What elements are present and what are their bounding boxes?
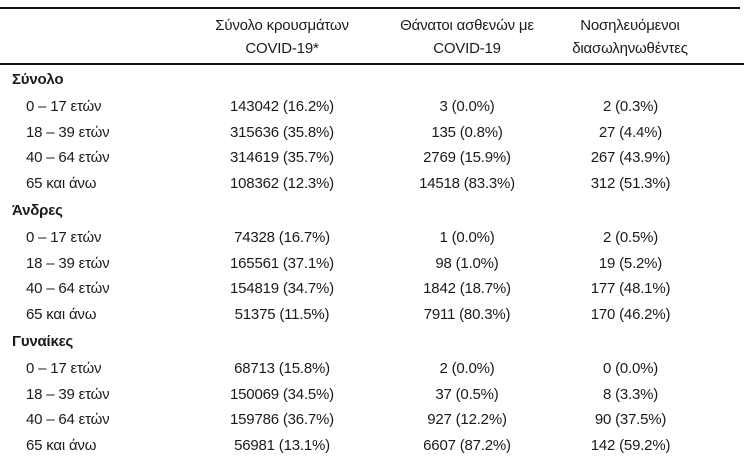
header-row: Σύνολο κρουσμάτων COVID-19* Θάνατοι ασθε… [0, 9, 744, 64]
cases-value: 159786 (36.7%) [230, 411, 334, 428]
age-label: 65 και άνω [26, 174, 97, 192]
intubated-value: 8 (3.3%) [602, 385, 659, 403]
deaths-value: 2769 (15.9%) [423, 149, 511, 166]
intubated-value: 267 (43.9%) [590, 149, 671, 166]
cases-value: 150069 (34.5%) [230, 385, 334, 403]
age-label: 65 και άνω [26, 305, 97, 323]
column-header-intubated: Νοσηλευόμενοι διασωληνωθέντες [538, 9, 744, 64]
age-label: 40 – 64 ετών [26, 149, 110, 166]
deaths-value: 7911 (80.3%) [423, 305, 511, 323]
column-header-intubated-line2: διασωληνωθέντες [572, 40, 688, 57]
age-label: 0 – 17 ετών [26, 229, 102, 246]
table-header: Σύνολο κρουσμάτων COVID-19* Θάνατοι ασθε… [0, 9, 744, 64]
table-row: 40 – 64 ετών 159786 (36.7%) 927 (12.2%) 90 … [0, 407, 744, 433]
deaths-value: 1842 (18.7%) [423, 280, 511, 297]
cases-value: 315636 (35.8%) [230, 123, 334, 141]
deaths-value: 1 (0.0%) [439, 229, 495, 246]
intubated-value: 27 (4.4%) [598, 123, 663, 141]
age-label: 18 – 39 ετών [26, 254, 110, 272]
age-label: 65 και άνω [26, 436, 97, 454]
cases-value: 56981 (13.1%) [234, 436, 330, 454]
table-row: 40 – 64 ετών 314619 (35.7%) 2769 (15.9%) 26… [0, 145, 744, 171]
table-row: 0 – 17 ετών 74328 (16.7%) 1 (0.0%) 2 (0.5%) [0, 225, 744, 251]
intubated-value: 0 (0.0%) [602, 360, 659, 377]
column-header-deaths-line2: COVID-19 [433, 40, 501, 57]
column-header-deaths-line1: Θάνατοι ασθενών με [400, 17, 534, 34]
table-body: Σύνολο 0 – 17 ετών 143042 (16.2%) 3 (0.0%) 2… [0, 64, 744, 457]
age-label: 40 – 64 ετών [26, 280, 110, 297]
deaths-value: 37 (0.5%) [435, 385, 499, 403]
deaths-value: 3 (0.0%) [439, 98, 495, 115]
header-empty-cell [0, 9, 168, 64]
table-row: 65 και άνω 108362 (12.3%) 14518 (83.3%) 312… [0, 171, 744, 197]
age-label: 18 – 39 ετών [26, 123, 110, 141]
intubated-value: 19 (5.2%) [598, 254, 663, 272]
intubated-value: 170 (46.2%) [590, 305, 671, 323]
top-rule [0, 7, 740, 9]
age-label: 0 – 17 ετών [26, 98, 102, 115]
cases-value: 154819 (34.7%) [230, 280, 334, 297]
group-label: Γυναίκες [12, 333, 74, 350]
age-label: 40 – 64 ετών [26, 411, 110, 428]
intubated-value: 177 (48.1%) [590, 280, 671, 297]
table-group-row: Άνδρες [0, 196, 744, 225]
table-row: 18 – 39 ετών 165561 (37.1%) 98 (1.0%) 19 (5… [0, 251, 744, 277]
intubated-value: 2 (0.5%) [602, 229, 659, 246]
deaths-value: 98 (1.0%) [435, 254, 499, 272]
deaths-value: 927 (12.2%) [427, 411, 507, 428]
intubated-value: 142 (59.2%) [590, 436, 671, 454]
table-row: 40 – 64 ετών 154819 (34.7%) 1842 (18.7%) 17… [0, 276, 744, 302]
group-label: Άνδρες [12, 202, 63, 219]
column-header-cases-line2: COVID-19* [245, 40, 319, 57]
column-header-cases-line1: Σύνολο κρουσμάτων [215, 17, 349, 34]
cases-value: 108362 (12.3%) [230, 174, 334, 192]
cases-value: 314619 (35.7%) [230, 149, 334, 166]
intubated-value: 312 (51.3%) [590, 174, 671, 192]
deaths-value: 135 (0.8%) [431, 123, 503, 141]
age-label: 18 – 39 ετών [26, 385, 110, 403]
column-header-intubated-line1: Νοσηλευόμενοι [580, 17, 680, 34]
table-row: 0 – 17 ετών 68713 (15.8%) 2 (0.0%) 0 (0.0%) [0, 356, 744, 382]
table-group-row: Σύνολο [0, 64, 744, 94]
age-label: 0 – 17 ετών [26, 360, 102, 377]
deaths-value: 14518 (83.3%) [419, 174, 515, 192]
table-row: 18 – 39 ετών 315636 (35.8%) 135 (0.8%) 27 (… [0, 120, 744, 146]
intubated-value: 2 (0.3%) [602, 98, 659, 115]
cases-value: 51375 (11.5%) [234, 305, 330, 323]
table-row: 65 και άνω 56981 (13.1%) 6607 (87.2%) 142 (… [0, 433, 744, 457]
group-label: Σύνολο [12, 71, 64, 88]
column-header-deaths: Θάνατοι ασθενών με COVID-19 [396, 9, 538, 64]
table-row: 65 και άνω 51375 (11.5%) 7911 (80.3%) 170 (… [0, 302, 744, 328]
cases-value: 143042 (16.2%) [230, 98, 334, 115]
table-group-row: Γυναίκες [0, 327, 744, 356]
covid-stats-table: Σύνολο κρουσμάτων COVID-19* Θάνατοι ασθε… [0, 9, 744, 457]
cases-value: 74328 (16.7%) [234, 229, 330, 246]
intubated-value: 90 (37.5%) [594, 411, 667, 428]
deaths-value: 6607 (87.2%) [423, 436, 511, 454]
table-row: 0 – 17 ετών 143042 (16.2%) 3 (0.0%) 2 (0.3%… [0, 94, 744, 120]
cases-value: 165561 (37.1%) [230, 254, 334, 272]
deaths-value: 2 (0.0%) [439, 360, 495, 377]
column-header-cases: Σύνολο κρουσμάτων COVID-19* [168, 9, 396, 64]
table-row: 18 – 39 ετών 150069 (34.5%) 37 (0.5%) 8 (3.… [0, 382, 744, 408]
cases-value: 68713 (15.8%) [234, 360, 330, 377]
